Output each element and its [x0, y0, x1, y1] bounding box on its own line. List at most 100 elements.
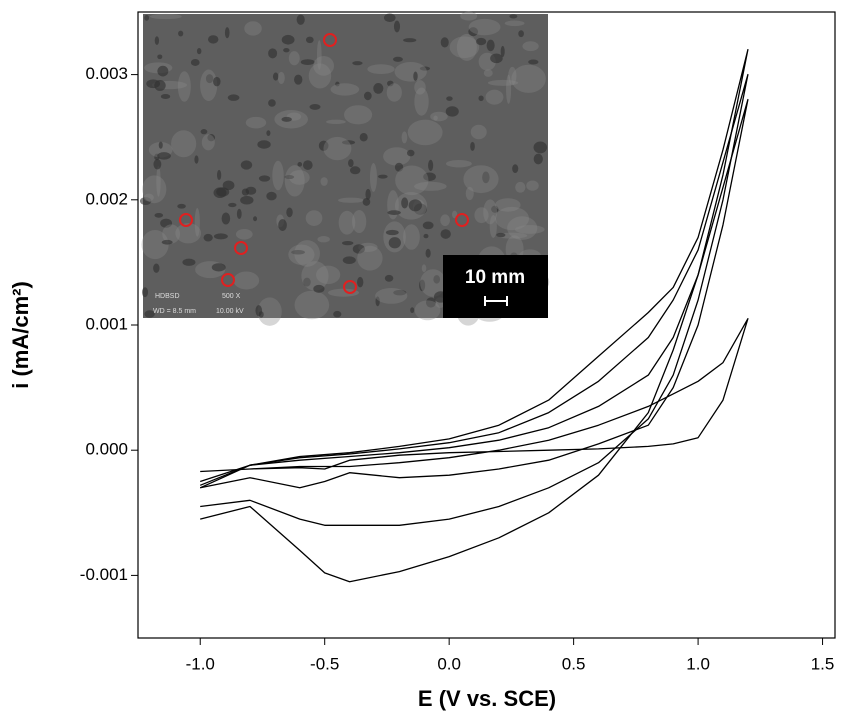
sem-grain [449, 36, 480, 59]
sem-grain [483, 69, 493, 77]
sem-grain [335, 81, 340, 87]
sem-grain [504, 20, 525, 27]
y-tick-label: 0.002 [85, 189, 128, 208]
sem-grain [511, 64, 546, 93]
sem-grain [283, 47, 290, 53]
y-tick-label: 0.003 [85, 64, 128, 83]
sem-grain [440, 37, 449, 48]
sem-grain [433, 115, 438, 121]
sem-grain [421, 264, 427, 272]
sem-grain [388, 237, 401, 249]
sem-grain [514, 225, 545, 234]
scale-bar [484, 296, 508, 306]
sem-grain [490, 53, 503, 64]
sem-grain [407, 119, 443, 146]
sem-grain [410, 307, 415, 314]
sem-grain [367, 64, 395, 75]
sem-grain [326, 119, 346, 125]
sem-grain [143, 193, 154, 202]
sem-grain [207, 35, 219, 44]
sem-grain [369, 162, 377, 192]
sem-grain [344, 105, 373, 125]
sem-grain [266, 130, 271, 136]
sem-grain [194, 155, 199, 164]
sem-grain [408, 199, 422, 212]
sem-grain [491, 205, 499, 213]
sem-grain [446, 96, 453, 101]
sem-grain [506, 74, 512, 104]
sem-grain [153, 159, 162, 170]
sem-grain [266, 191, 277, 201]
sem-grain [440, 214, 450, 227]
sem-grain [221, 212, 231, 225]
sem-grain [476, 37, 487, 46]
sem-grain [364, 91, 372, 101]
sem-grain [383, 13, 396, 22]
sem-grain [515, 181, 526, 193]
sem-grain [508, 66, 517, 85]
sem-grain [407, 149, 415, 157]
sem-grain [144, 14, 150, 21]
x-tick-label: 1.5 [811, 654, 835, 673]
sem-grain [395, 165, 429, 196]
sem-grain [153, 263, 160, 273]
sem-grain [373, 83, 384, 94]
scale-label: 10 mm [465, 267, 525, 288]
sem-grain [423, 172, 436, 182]
sem-grain [419, 279, 426, 292]
sem-grain [375, 288, 408, 304]
sem-grain [507, 216, 538, 240]
sem-grain [268, 48, 278, 59]
scale-box [443, 255, 548, 318]
sem-grain [300, 59, 315, 65]
sem-grain [460, 11, 478, 21]
sem-grain [158, 141, 163, 149]
sem-grain [470, 141, 475, 151]
sem-grain [430, 111, 448, 122]
sem-grain [315, 265, 341, 285]
sem-grain [272, 160, 284, 191]
curves [199, 48, 749, 583]
y-tick-label: 0.000 [85, 440, 128, 459]
sem-grain [309, 103, 321, 110]
sem-grain [333, 310, 342, 318]
sem-grain [468, 18, 501, 36]
sem-grain [403, 224, 420, 250]
sem-grain [302, 160, 313, 170]
sem-grain [294, 290, 330, 320]
y-tick-label: 0.001 [85, 314, 128, 333]
cv-curve [199, 73, 749, 526]
sem-grain [244, 21, 262, 36]
x-tick-label: -1.0 [186, 654, 215, 673]
x-tick-label: -0.5 [310, 654, 339, 673]
sem-grain [144, 310, 155, 318]
sem-grain [478, 95, 484, 102]
sem-grain [445, 106, 459, 117]
sem-grain [318, 140, 329, 151]
sem-grain [257, 297, 282, 326]
sem-grain [200, 69, 218, 102]
sem-grain [207, 133, 216, 142]
sem-grain [305, 36, 314, 44]
sem-grain [228, 202, 237, 208]
sem-grain [257, 140, 271, 149]
sem-grain [485, 89, 504, 105]
sem-grain [281, 34, 295, 45]
sem-texture [139, 11, 550, 326]
sem-grain [500, 45, 505, 58]
sem-grain [139, 197, 152, 206]
sem-grain [162, 224, 181, 244]
sem-grain [288, 244, 315, 265]
sem-grain [196, 48, 202, 55]
sem-grain [357, 245, 383, 271]
sem-grain [284, 165, 305, 197]
sem-grain [496, 232, 506, 238]
sem-grain [518, 30, 524, 38]
sem-grain [403, 38, 417, 43]
sem-grain [533, 141, 548, 154]
sem-grain [486, 39, 495, 52]
sem-grain [175, 223, 202, 244]
sem-grain [323, 136, 352, 161]
sem-grain [419, 66, 431, 71]
